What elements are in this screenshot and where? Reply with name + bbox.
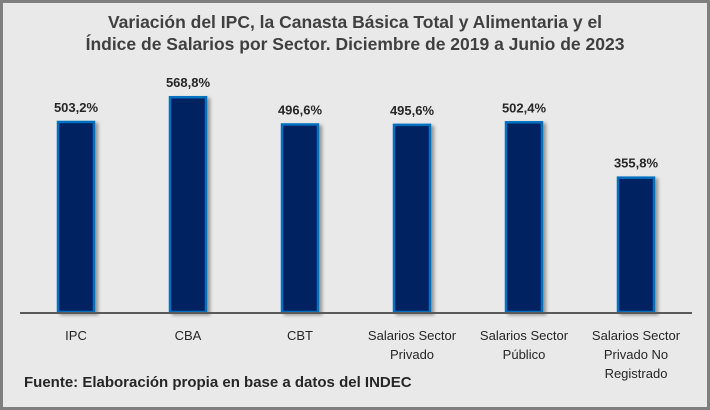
data-label-4: 502,4%	[502, 100, 547, 115]
data-label-2: 496,6%	[278, 102, 323, 117]
data-label-5: 355,8%	[614, 156, 659, 171]
data-label-3: 495,6%	[390, 103, 435, 118]
title-line-1: Variación del IPC, la Canasta Básica Tot…	[107, 12, 603, 32]
title-line-2: Índice de Salarios por Sector. Diciembre…	[85, 34, 625, 54]
bar-0	[56, 120, 96, 314]
chart-title: Variación del IPC, la Canasta Básica Tot…	[3, 11, 707, 55]
category-label-0-0: IPC	[65, 328, 87, 343]
category-label-5-0: Salarios Sector	[592, 328, 681, 343]
category-label-4-1: Público	[503, 347, 546, 362]
bar-3	[392, 123, 432, 314]
bar-4	[504, 121, 544, 314]
category-label-5-1: Privado No	[604, 347, 668, 362]
category-label-2-0: CBT	[287, 328, 313, 343]
source-note: Fuente: Elaboración propia en base a dat…	[24, 374, 412, 391]
bar-5	[616, 176, 656, 314]
category-label-3-1: Privado	[390, 347, 434, 362]
data-label-0: 503,2%	[54, 100, 99, 115]
data-label-1: 568,8%	[166, 75, 211, 90]
category-label-5-2: Registrado	[605, 366, 668, 381]
bar-2	[280, 123, 320, 314]
category-label-3-0: Salarios Sector	[368, 328, 457, 343]
category-label-4-0: Salarios Sector	[480, 328, 569, 343]
category-label-1-0: CBA	[175, 328, 202, 343]
bar-1	[168, 95, 208, 314]
